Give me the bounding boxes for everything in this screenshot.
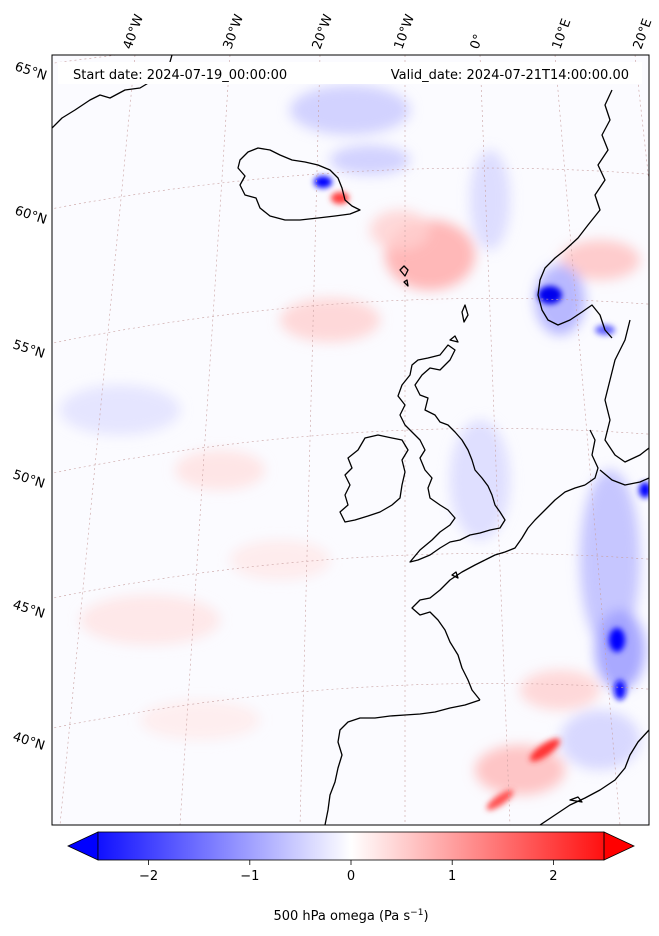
graticule <box>52 55 649 825</box>
start-date-label: Start date: 2024-07-19_00:00:00 <box>73 68 287 83</box>
colorbar-tick-label: −1 <box>240 869 259 884</box>
coast-balearic <box>569 796 583 803</box>
meridian-0 <box>479 55 511 825</box>
map-panel: Start date: 2024-07-19_00:00:00 Valid_da… <box>51 54 650 826</box>
lat-label-40n: 40°N <box>11 730 47 754</box>
parallel-40n <box>52 683 649 729</box>
lat-label-60n: 60°N <box>13 204 49 228</box>
parallel-60n <box>52 167 649 210</box>
coast-norway <box>537 89 613 339</box>
coast-iberia <box>324 699 481 825</box>
coast-denmark <box>584 429 599 486</box>
meridian-30w <box>179 55 231 825</box>
coast-shetland <box>461 304 469 323</box>
map-frame <box>51 54 650 826</box>
colorbar-tick-label: 1 <box>448 869 456 884</box>
longitude-labels: 40°W 30°W 20°W 10°W 0° 10°E 20°E <box>121 12 656 51</box>
coast-channel-island <box>451 571 459 579</box>
lon-label-20w: 20°W <box>310 12 336 51</box>
coast-iceland <box>237 147 361 221</box>
lat-label-65n: 65°N <box>13 60 49 84</box>
colorbar-tick-label: 0 <box>347 869 355 884</box>
lat-label-45n: 45°N <box>11 598 47 622</box>
coast-sweden <box>604 319 649 463</box>
lon-label-20e: 20°E <box>631 17 656 52</box>
coast-faroe <box>399 265 409 277</box>
lon-label-10e: 10°E <box>550 17 575 52</box>
parallel-50n <box>52 428 649 474</box>
omega-field <box>60 85 649 811</box>
lon-label-30w: 30°W <box>221 12 247 51</box>
colorbar-label-close: ) <box>423 909 428 924</box>
colorbar: −2 −1 0 1 2 500 hPa omega (Pa s−1) <box>67 831 635 924</box>
colorbar-gradient <box>98 832 604 860</box>
coast-ireland <box>339 434 409 523</box>
meridian-20w <box>299 55 321 825</box>
coast-mediterranean <box>539 729 649 825</box>
header-band <box>58 62 642 84</box>
colorbar-tick-label: −2 <box>139 869 158 884</box>
colorbar-extend-high <box>603 831 635 861</box>
lon-label-10w: 10°W <box>392 12 418 51</box>
colorbar-ticks: −2 −1 0 1 2 <box>139 860 558 884</box>
coast-france <box>411 559 486 701</box>
lat-label-50n: 50°N <box>11 468 47 492</box>
meridian-40w <box>59 55 136 825</box>
lon-label-0: 0° <box>468 32 487 51</box>
colorbar-extend-low <box>67 831 99 861</box>
coastlines <box>52 55 649 825</box>
valid-date-label: Valid_date: 2024-07-21T14:00:00.00 <box>391 68 629 83</box>
lon-label-40w: 40°W <box>121 12 147 51</box>
coast-low-countries <box>484 484 586 561</box>
lat-label-55n: 55°N <box>11 338 47 362</box>
parallel-45n <box>52 553 649 599</box>
colorbar-label-main: 500 hPa omega (Pa s <box>273 909 410 924</box>
latitude-labels: 65°N 60°N 55°N 50°N 45°N 40°N <box>11 60 49 754</box>
colorbar-tick-label: 2 <box>549 869 557 884</box>
parallel-65n <box>52 55 120 64</box>
colorbar-label-sup: −1 <box>410 908 423 918</box>
meridian-10e <box>554 55 621 825</box>
colorbar-label: 500 hPa omega (Pa s−1) <box>273 908 428 924</box>
parallel-55n <box>52 298 649 344</box>
coast-italy <box>599 469 649 486</box>
coast-great-britain <box>397 344 506 563</box>
